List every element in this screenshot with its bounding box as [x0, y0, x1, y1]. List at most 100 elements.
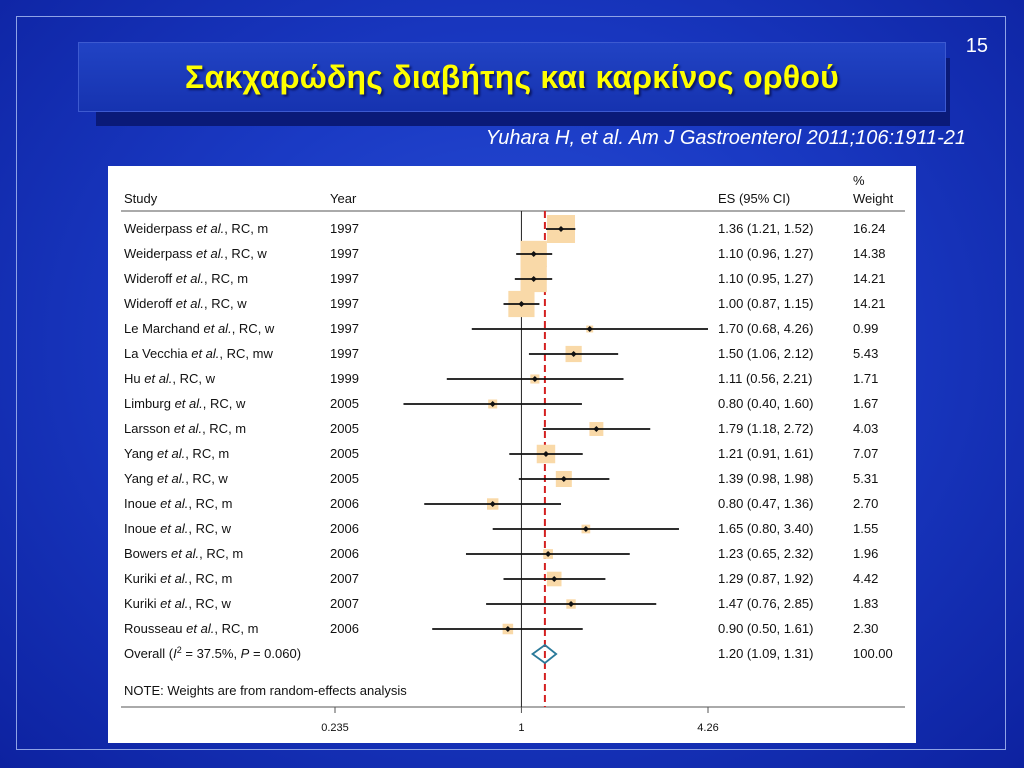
study-es: 0.90 (0.50, 1.61)	[718, 621, 813, 636]
point-estimate	[518, 301, 525, 307]
study-label: Wideroff et al., RC, w	[124, 296, 247, 311]
study-year: 1999	[330, 371, 359, 386]
study-weight: 7.07	[853, 446, 878, 461]
study-label: La Vecchia et al., RC, mw	[124, 346, 273, 361]
study-label: Inoue et al., RC, m	[124, 496, 232, 511]
study-year: 2006	[330, 521, 359, 536]
study-weight: 0.99	[853, 321, 878, 336]
point-estimate	[568, 601, 575, 607]
study-year: 2005	[330, 446, 359, 461]
study-es: 1.00 (0.87, 1.15)	[718, 296, 813, 311]
study-weight: 14.21	[853, 271, 886, 286]
point-estimate	[489, 401, 496, 407]
study-label: Limburg et al., RC, w	[124, 396, 246, 411]
study-year: 1997	[330, 346, 359, 361]
header-weight-percent: %	[853, 173, 865, 188]
header-study: Study	[124, 191, 158, 206]
study-weight: 2.70	[853, 496, 878, 511]
study-year: 2007	[330, 571, 359, 586]
x-tick-label: 1	[518, 722, 524, 734]
point-estimate	[593, 426, 600, 432]
point-estimate	[545, 551, 552, 557]
forest-plot-panel: Study Year ES (95% CI)% Weight Weiderpass et…	[108, 166, 916, 743]
study-weight: 1.55	[853, 521, 878, 536]
study-label: Yang et al., RC, w	[124, 471, 228, 486]
study-weight: 2.30	[853, 621, 878, 636]
study-label: Weiderpass et al., RC, w	[124, 246, 267, 261]
study-year: 2005	[330, 421, 359, 436]
study-year: 1997	[330, 296, 359, 311]
study-year: 1997	[330, 321, 359, 336]
study-year: 2006	[330, 496, 359, 511]
study-label: Wideroff et al., RC, m	[124, 271, 248, 286]
point-estimate	[530, 276, 537, 282]
study-weight: 1.71	[853, 371, 878, 386]
study-label: Kuriki et al., RC, w	[124, 596, 232, 611]
study-weight: 14.38	[853, 246, 886, 261]
study-year: 2005	[330, 396, 359, 411]
overall-label: Overall (I2 = 37.5%, P = 0.060)	[124, 645, 301, 661]
study-weight: 4.42	[853, 571, 878, 586]
point-estimate	[560, 476, 567, 482]
x-tick-label: 4.26	[697, 722, 718, 734]
study-es: 1.79 (1.18, 2.72)	[718, 421, 813, 436]
study-es: 1.23 (0.65, 2.32)	[718, 546, 813, 561]
study-label: Weiderpass et al., RC, m	[124, 221, 268, 236]
point-estimate	[582, 526, 589, 532]
study-year: 2005	[330, 471, 359, 486]
study-es: 1.70 (0.68, 4.26)	[718, 321, 813, 336]
study-weight: 1.67	[853, 396, 878, 411]
study-es: 0.80 (0.47, 1.36)	[718, 496, 813, 511]
study-year: 2006	[330, 621, 359, 636]
study-weight: 14.21	[853, 296, 886, 311]
study-label: Bowers et al., RC, m	[124, 546, 243, 561]
point-estimate	[570, 351, 577, 357]
title-box: Σακχαρώδης διαβήτης και καρκίνος ορθού	[78, 42, 946, 112]
study-weight: 5.31	[853, 471, 878, 486]
study-year: 2006	[330, 546, 359, 561]
study-label: Le Marchand et al., RC, w	[124, 321, 275, 336]
point-estimate	[558, 226, 565, 232]
study-weight: 1.96	[853, 546, 878, 561]
study-label: Inoue et al., RC, w	[124, 521, 232, 536]
study-weight: 4.03	[853, 421, 878, 436]
study-label: Yang et al., RC, m	[124, 446, 229, 461]
citation: Yuhara H, et al. Am J Gastroenterol 2011…	[485, 127, 966, 149]
study-es: 1.10 (0.95, 1.27)	[718, 271, 813, 286]
study-es: 1.50 (1.06, 2.12)	[718, 346, 813, 361]
point-estimate	[586, 326, 593, 332]
overall-diamond	[530, 643, 558, 665]
x-tick-label: 0.235	[321, 722, 349, 734]
study-label: Larsson et al., RC, m	[124, 421, 246, 436]
study-label: Kuriki et al., RC, m	[124, 571, 232, 586]
point-estimate	[489, 501, 496, 507]
point-estimate	[542, 451, 549, 457]
overall-es: 1.20 (1.09, 1.31)	[718, 646, 813, 661]
study-weight: 16.24	[853, 221, 886, 236]
study-es: 1.29 (0.87, 1.92)	[718, 571, 813, 586]
footnote: NOTE: Weights are from random-effects an…	[124, 683, 407, 698]
slide-title: Σακχαρώδης διαβήτης και καρκίνος ορθού	[185, 58, 839, 95]
header-es: ES (95% CI)	[718, 191, 790, 206]
study-es: 1.11 (0.56, 2.21)	[718, 371, 812, 386]
header-year: Year	[330, 191, 357, 206]
study-es: 1.36 (1.21, 1.52)	[718, 221, 813, 236]
point-estimate	[551, 576, 558, 582]
study-weight: 5.43	[853, 346, 878, 361]
study-year: 1997	[330, 221, 359, 236]
study-es: 1.39 (0.98, 1.98)	[718, 471, 813, 486]
header-weight: Weight	[853, 191, 894, 206]
point-estimate	[504, 626, 511, 632]
study-year: 1997	[330, 271, 359, 286]
study-es: 1.47 (0.76, 2.85)	[718, 596, 813, 611]
slide-frame	[16, 16, 1006, 750]
forest-plot: Study Year ES (95% CI)% Weight Weiderpass et…	[121, 173, 905, 734]
point-estimate	[531, 376, 538, 382]
slide-number: 15	[965, 35, 988, 57]
study-es: 1.65 (0.80, 3.40)	[718, 521, 813, 536]
study-es: 1.21 (0.91, 1.61)	[718, 446, 813, 461]
study-label: Rousseau et al., RC, m	[124, 621, 258, 636]
study-es: 1.10 (0.96, 1.27)	[718, 246, 813, 261]
study-label: Hu et al., RC, w	[124, 371, 216, 386]
overall-weight: 100.00	[853, 646, 893, 661]
